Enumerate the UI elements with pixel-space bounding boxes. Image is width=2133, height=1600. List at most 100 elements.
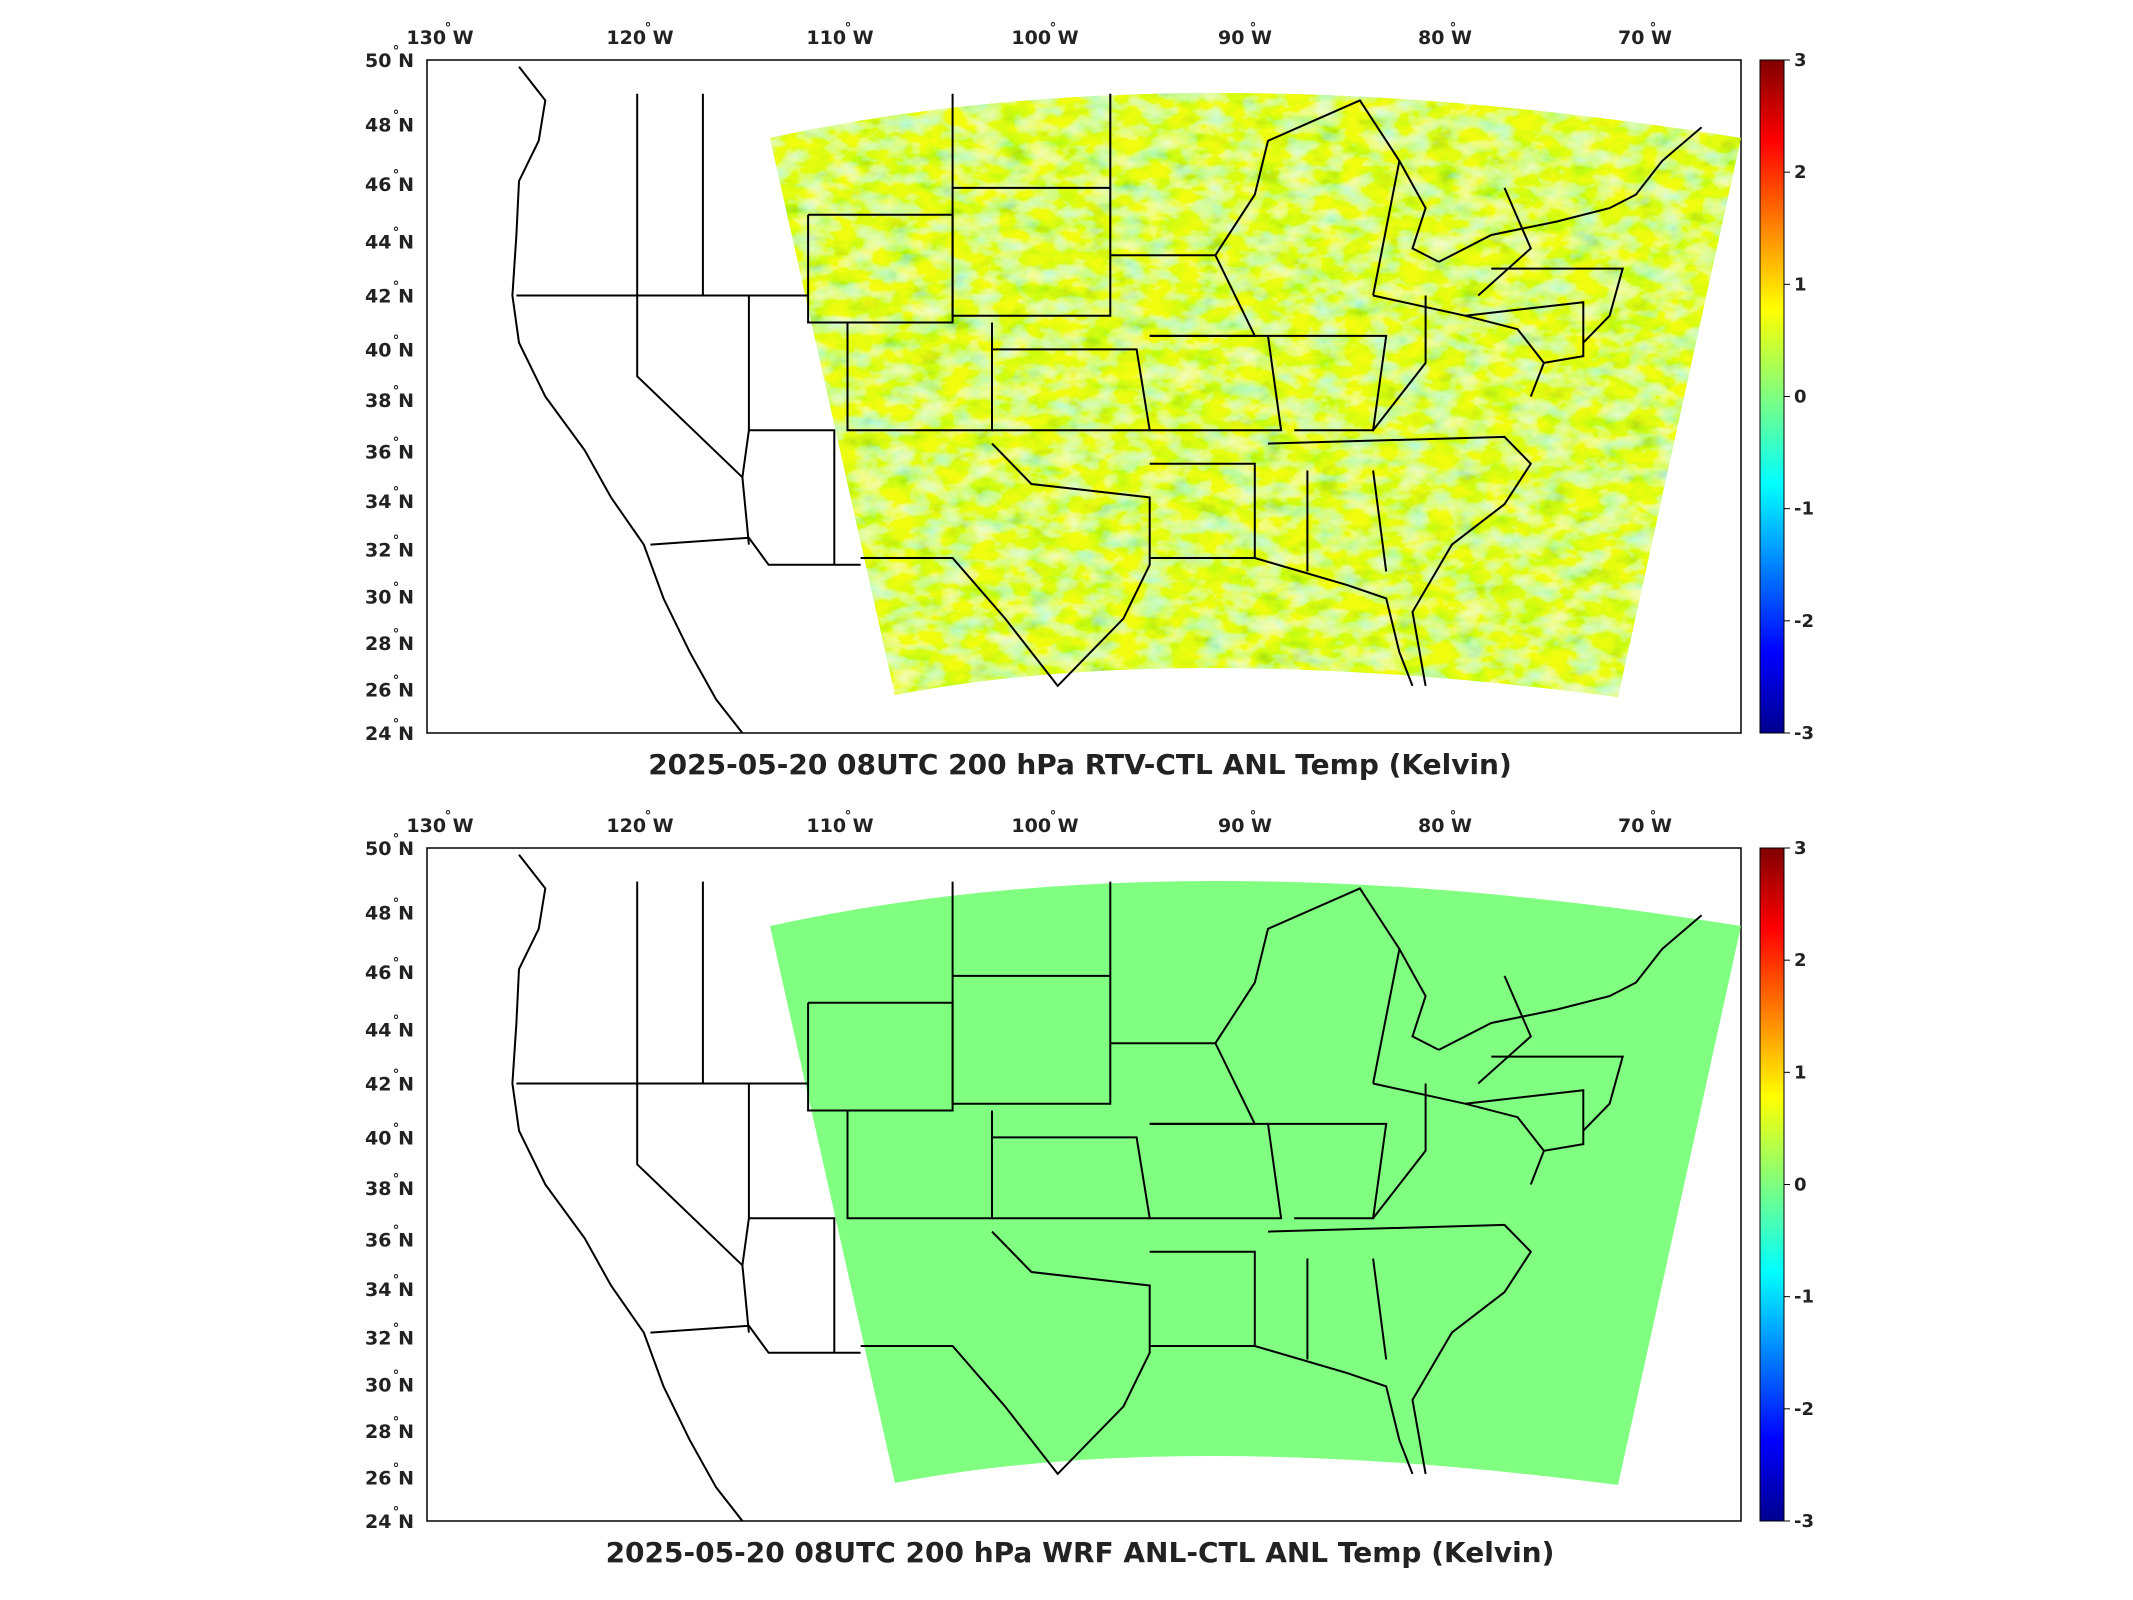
lon-tick-label: 80 W [1418,815,1472,837]
degree-symbol: ° [1650,809,1657,824]
lat-tick-label: 36 N [365,442,414,464]
lat-tick-label: 38 N [365,390,414,412]
boundary-line [636,1083,750,1333]
degree-symbol: ° [393,832,400,847]
lat-tick-label: 50 N [365,50,414,72]
lon-tick-label: 120 W [606,815,673,837]
degree-symbol: ° [445,21,452,36]
boundary-line [1372,1082,1546,1185]
lat-tick-label: 24 N [365,1511,414,1533]
degree-symbol: ° [1050,809,1057,824]
colorbar-tick-labels: 3 2 1 0 -1 -2 -3 [1784,50,1814,744]
boundary-line [1214,887,1401,1084]
degree-symbol: ° [393,44,400,59]
degree-symbol: ° [393,1273,400,1288]
degree-symbol: ° [393,1014,400,1029]
colorbar-tick-label: 0 [1794,387,1807,408]
boundary-line [1464,1089,1585,1152]
colorbar: 3 2 1 0 -1 -2 -3 [1759,50,1814,744]
boundary-line [650,1324,861,1354]
degree-symbol: ° [393,1172,400,1187]
degree-symbol: ° [393,384,400,399]
boundary-line [1149,334,1283,432]
degree-symbol: ° [645,21,652,36]
lon-tick-label: 130 W [406,27,473,49]
map-axes [426,59,1742,734]
lat-tick-label: 42 N [365,1074,414,1096]
lat-tick-label: 50 N [365,838,414,860]
boundary-line [1149,1250,1256,1347]
degree-symbol: ° [1250,21,1257,36]
degree-symbol: ° [845,809,852,824]
degree-symbol: ° [393,1505,400,1520]
boundary-line [1438,914,1703,1051]
degree-symbol: ° [393,436,400,451]
boundary-line [846,322,993,432]
boundary-line [1268,334,1388,432]
boundary-line [807,213,954,324]
boundary-line [1398,948,1440,1051]
degree-symbol: ° [393,333,400,348]
degree-symbol: ° [393,533,400,548]
boundary-line [748,429,836,565]
boundary-line [1464,301,1585,364]
colorbar: 3 2 1 0 -1 -2 -3 [1759,838,1814,1532]
panel-title: 2025-05-20 08UTC 200 hPa WRF ANL-CTL ANL… [606,1536,1555,1569]
lon-tick-label: 100 W [1011,27,1078,49]
lat-tick-label: 48 N [365,903,414,925]
degree-symbol: ° [393,897,400,912]
lat-tick-label: 44 N [365,232,414,254]
lat-tick-label: 36 N [365,1230,414,1252]
boundary-line [1214,99,1401,296]
boundary-line [951,93,1112,317]
colorbar-tick-label: -2 [1794,611,1814,632]
boundary-line [1149,1122,1283,1220]
degree-symbol: ° [445,809,452,824]
boundary-line [1477,187,1533,297]
degree-symbol: ° [393,673,400,688]
coastlines-and-borders [511,854,1703,1522]
degree-symbol: ° [393,627,400,642]
lon-tick-label: 110 W [806,815,873,837]
lat-tick-label: 32 N [365,1327,414,1349]
longitude-tick-labels: 130 W° 120 W° 110 W° 100 W° 90 W° 80 W° 70 W° [406,21,1672,49]
boundary-line [846,1110,993,1220]
degree-symbol: ° [393,280,400,295]
lon-tick-label: 130 W [406,815,473,837]
lon-tick-label: 100 W [1011,815,1078,837]
boundary-line [1267,1223,1533,1475]
coastlines-and-borders [511,66,1703,734]
lat-tick-label: 30 N [365,586,414,608]
model-domain-field [770,881,1741,1485]
latitude-tick-labels: 50 N°48 N°46 N°44 N°42 N°40 N°38 N°36 N°… [365,832,414,1533]
boundary-line [748,1217,836,1353]
boundary-line [1372,294,1546,397]
degree-symbol: ° [1450,809,1457,824]
degree-symbol: ° [393,717,400,732]
lon-tick-label: 70 W [1618,27,1672,49]
degree-symbol: ° [393,168,400,183]
colorbar-tick-label: -1 [1794,499,1814,520]
lat-tick-label: 42 N [365,286,414,308]
colorbar-gradient [1759,59,1785,734]
colorbar-tick-label: 2 [1794,162,1807,183]
degree-symbol: ° [393,580,400,595]
lat-tick-label: 24 N [365,723,414,745]
degree-symbol: ° [393,1224,400,1239]
lat-tick-label: 38 N [365,1178,414,1200]
degree-symbol: ° [845,21,852,36]
boundary-line [650,536,861,566]
temperature-difference-field [770,93,1741,697]
degree-symbol: ° [393,1368,400,1383]
boundary-line [1477,975,1533,1085]
colorbar-tick-label: 3 [1794,838,1807,859]
boundary-line [860,1230,1151,1476]
lat-tick-label: 46 N [365,962,414,984]
boundary-line [1372,470,1388,572]
lat-tick-label: 26 N [365,679,414,701]
lat-tick-label: 40 N [365,1127,414,1149]
map-axes [426,847,1742,1522]
colorbar-tick-label: 0 [1794,1175,1807,1196]
